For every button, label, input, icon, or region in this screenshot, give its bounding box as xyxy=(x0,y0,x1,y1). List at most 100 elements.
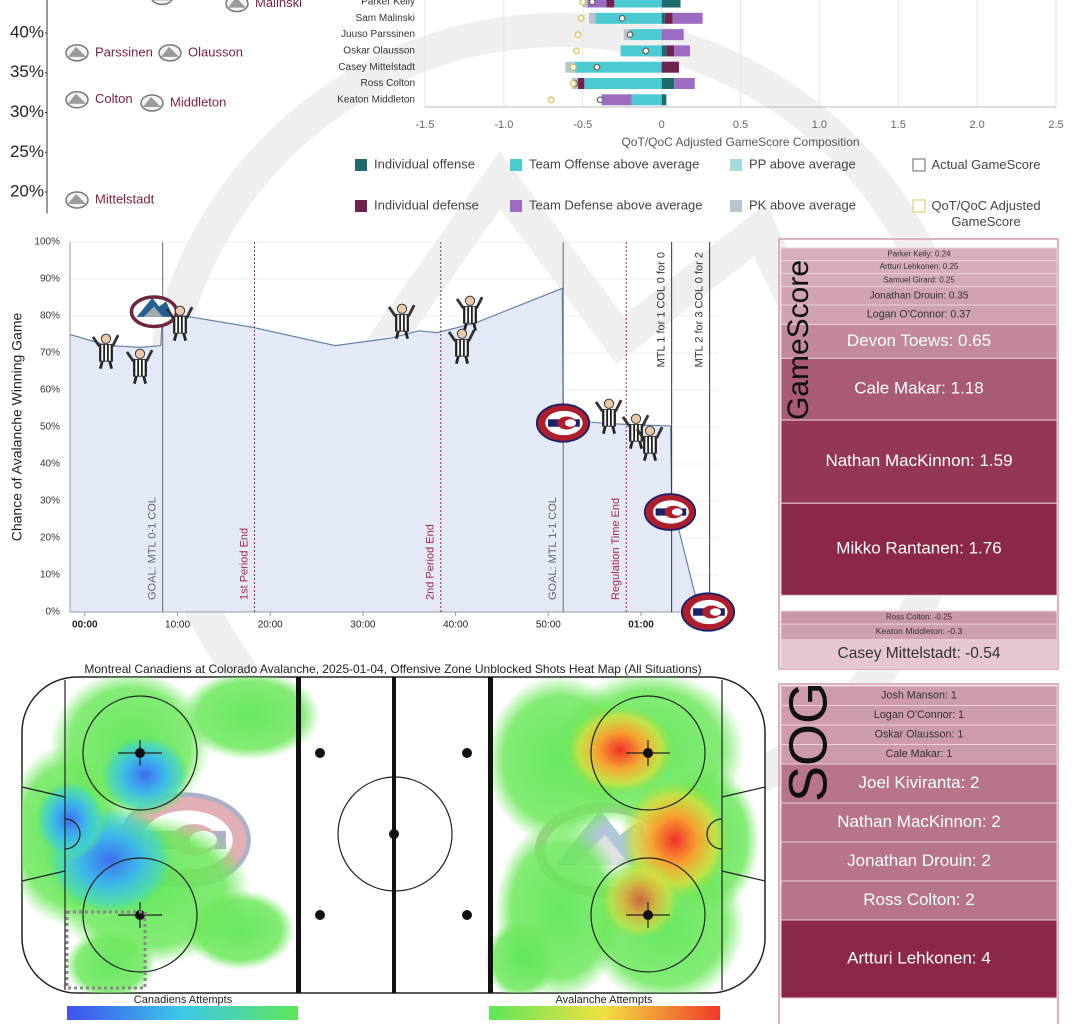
legend-swatch xyxy=(730,159,742,171)
y-tick-label: Parker Kelly xyxy=(361,0,415,8)
point-label: Mittelstadt xyxy=(95,191,155,206)
score-marker xyxy=(593,63,601,71)
x-tick-label: 2.0 xyxy=(969,119,984,131)
legend-label: Actual GameScore xyxy=(931,157,1041,172)
bar-segment xyxy=(587,0,607,8)
bar-segment xyxy=(661,94,667,106)
x-tick-label: 0.5 xyxy=(733,119,748,131)
blue-line xyxy=(488,677,493,993)
bar-segment xyxy=(614,0,662,8)
point-label: Parssinen xyxy=(95,44,153,59)
player-point xyxy=(151,0,173,6)
bar-segment xyxy=(661,61,679,73)
event-label: Regulation Time End xyxy=(610,498,622,600)
y-tick-label: 25% xyxy=(10,142,44,161)
panel-frames xyxy=(778,238,1059,1024)
y-tick-label: 80% xyxy=(40,311,60,322)
bar-segment xyxy=(674,78,695,89)
legend-label: PK above average xyxy=(749,197,856,212)
color-bar xyxy=(489,1006,720,1020)
block-label: Nathan MacKinnon: 1.59 xyxy=(825,451,1012,470)
legend-swatch xyxy=(355,159,367,171)
bar-segment xyxy=(601,94,632,106)
bar-segment xyxy=(672,12,703,24)
player-logo xyxy=(151,0,173,6)
x-tick-label: 20:00 xyxy=(258,620,283,631)
bar-segment xyxy=(620,45,662,57)
y-tick-label: 0% xyxy=(46,607,61,618)
block-label: Samuel Girard: 0.25 xyxy=(883,275,955,284)
legend-label: Individual offense xyxy=(374,156,475,171)
bar-segment xyxy=(595,12,662,24)
block-label: Cale Makar: 1 xyxy=(886,748,953,760)
score-block xyxy=(780,919,1058,999)
gamescore-frame xyxy=(778,238,1059,670)
bar-segment xyxy=(584,78,662,89)
player-logo-peak xyxy=(161,46,179,57)
block-label: Parker Kelly: 0.24 xyxy=(887,249,951,258)
y-tick-label: 10% xyxy=(40,570,60,581)
y-tick-label: Sam Malinski xyxy=(356,13,415,24)
player-point xyxy=(140,94,164,112)
block-label: Ross Colton: -0.25 xyxy=(886,613,953,622)
score-marker xyxy=(579,0,587,6)
probability-line xyxy=(69,287,704,613)
y-tick-label: 100% xyxy=(34,237,60,248)
event-label: 1st Period End xyxy=(238,528,250,600)
color-bar-label: Avalanche Attempts xyxy=(555,994,653,1006)
x-tick-label: 30:00 xyxy=(350,620,375,631)
y-tick-label: 90% xyxy=(40,274,60,285)
bar-segment xyxy=(661,0,681,8)
block-label: Joel Kiviranta: 2 xyxy=(859,773,980,792)
player-logo-peak xyxy=(228,0,246,8)
event-label: GOAL: MTL 1-1 COL xyxy=(547,497,559,600)
x-tick-label: 10:00 xyxy=(165,620,190,631)
heatmap-title: Montreal Canadiens at Colorado Avalanche… xyxy=(84,662,701,676)
y-tick-label: 20% xyxy=(40,533,60,544)
legend-swatch xyxy=(730,200,742,212)
event-label: MTL 1 for 1 COL 0 for 0 xyxy=(656,252,668,367)
y-tick-label: 40% xyxy=(10,22,44,41)
legend-swatch xyxy=(510,200,522,212)
x-tick-label: 1.5 xyxy=(891,119,906,131)
y-tick-label: Keaton Middleton xyxy=(337,94,415,105)
score-marker xyxy=(642,47,650,55)
team-logo xyxy=(680,592,736,632)
player-point xyxy=(65,91,89,109)
y-tick-label: 20% xyxy=(10,182,44,201)
block-label: Nathan MacKinnon: 2 xyxy=(837,812,1001,831)
event-label: GOAL: MTL 0-1 COL xyxy=(147,497,159,600)
x-tick-label: 40:00 xyxy=(443,620,468,631)
score-block xyxy=(780,802,1058,843)
block-label: Artturi Lehkonen: 0.25 xyxy=(880,262,959,271)
sog-frame xyxy=(778,683,1059,1024)
legend-label-box: Actual GameScore xyxy=(931,157,1041,172)
score-block xyxy=(780,357,1058,421)
legend-label-box: QoT/QoC Adjusted GameScore xyxy=(931,198,1040,229)
color-bar xyxy=(67,1006,298,1020)
player-point xyxy=(225,0,249,13)
legend-label: PP above average xyxy=(749,156,856,171)
zoom-box xyxy=(65,910,147,990)
bar-segment xyxy=(578,78,585,89)
bar-segment xyxy=(589,12,596,24)
bar-segment xyxy=(666,45,675,57)
block-label: Oskar Olausson: 1 xyxy=(875,729,964,741)
x-axis-title: QoT/QoC Adjusted GameScore Composition xyxy=(621,135,859,149)
y-tick-label: Oskar Olausson xyxy=(343,46,415,57)
score-marker xyxy=(547,96,555,104)
y-tick-label: 60% xyxy=(40,385,60,396)
team-logo xyxy=(535,403,591,443)
x-tick-label: 2.5 xyxy=(1048,119,1063,131)
player-logo-peak xyxy=(143,96,161,107)
score-block xyxy=(780,841,1058,882)
point-label: Middleton xyxy=(170,94,226,109)
bar-segment xyxy=(661,78,675,89)
legend-swatch xyxy=(912,158,926,172)
player-logo-peak xyxy=(68,93,86,104)
event-label: 2nd Period End xyxy=(425,524,437,600)
y-tick-label: 30% xyxy=(40,496,60,507)
score-marker xyxy=(569,63,577,71)
x-tick-label: -1.0 xyxy=(494,119,513,131)
